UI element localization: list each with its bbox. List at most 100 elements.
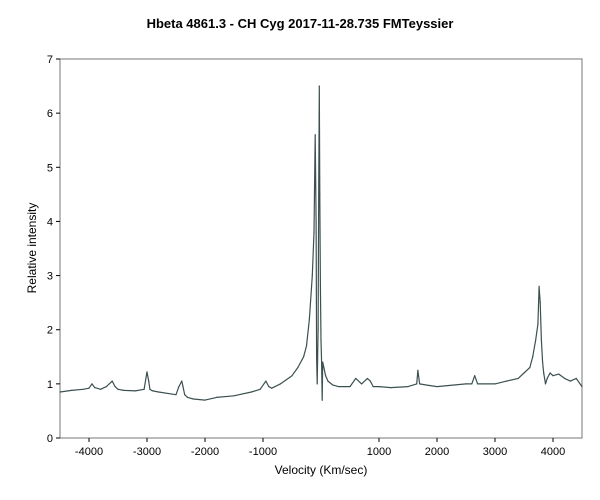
- data-point: [327, 380, 329, 382]
- data-point: [564, 377, 566, 380]
- data-point: [158, 391, 160, 393]
- data-point: [305, 345, 308, 347]
- data-point: [233, 395, 235, 397]
- data-point: [114, 385, 116, 388]
- data-point: [417, 369, 419, 371]
- data-point: [319, 193, 321, 195]
- data-point: [91, 383, 93, 385]
- data-point: [105, 385, 107, 388]
- y-tick-label: 3: [47, 271, 53, 283]
- data-point: [123, 389, 125, 391]
- data-point: [181, 380, 183, 382]
- data-point: [546, 377, 548, 380]
- data-point: [424, 384, 426, 386]
- y-tick-label: 0: [47, 433, 53, 445]
- data-point: [151, 389, 153, 391]
- data-point: [390, 387, 392, 389]
- data-point: [143, 388, 145, 390]
- y-axis: 0 1 2 3 4 5 6 7: [47, 54, 60, 445]
- data-point: [149, 388, 151, 390]
- data-point: [187, 396, 189, 398]
- data-point: [549, 372, 551, 374]
- data-point: [581, 385, 583, 388]
- data-point: [506, 380, 508, 382]
- data-point: [250, 391, 252, 393]
- data-point: [332, 384, 334, 386]
- data-point: [88, 387, 90, 389]
- data-point: [558, 373, 560, 375]
- data-point: [538, 285, 540, 287]
- data-point: [369, 380, 371, 382]
- data-point: [494, 383, 496, 385]
- chart-title: Hbeta 4861.3 - CH Cyg 2017-11-28.735 FMT…: [147, 16, 454, 31]
- data-point: [552, 375, 554, 377]
- data-point: [322, 361, 324, 363]
- data-point: [532, 356, 534, 358]
- data-point: [323, 367, 325, 369]
- data-point: [471, 383, 473, 385]
- data-point: [416, 383, 418, 385]
- data-point: [543, 372, 545, 374]
- data-point: [321, 399, 323, 401]
- data-point: [303, 356, 305, 358]
- y-tick-label: 5: [47, 162, 53, 174]
- data-point: [529, 367, 531, 369]
- data-point: [315, 220, 317, 223]
- data-point: [111, 380, 113, 382]
- x-tick-label: -1000: [249, 446, 277, 458]
- data-point: [540, 339, 543, 342]
- x-axis: -4000 -3000 -2000 -1000 1000 2000 3000 4000: [75, 438, 565, 458]
- data-point: [372, 385, 374, 388]
- data-point: [117, 388, 119, 390]
- data-point: [204, 399, 206, 401]
- data-point: [318, 85, 320, 87]
- data-point: [259, 388, 261, 390]
- data-point: [535, 339, 537, 342]
- data-point: [569, 380, 572, 382]
- data-point: [537, 323, 539, 325]
- data-point: [134, 390, 136, 392]
- data-point: [184, 394, 186, 396]
- x-tick-label: 2000: [425, 446, 449, 458]
- data-point: [314, 134, 316, 136]
- data-point: [94, 387, 96, 389]
- data-point: [378, 385, 380, 388]
- x-tick-label: 3000: [483, 446, 507, 458]
- y-tick-label: 1: [47, 379, 53, 391]
- data-point: [311, 274, 313, 277]
- data-point: [71, 389, 73, 391]
- x-tick-label: -2000: [191, 446, 219, 458]
- plot-frame: [59, 58, 583, 439]
- data-point: [268, 385, 270, 388]
- data-point: [517, 377, 519, 380]
- data-point: [325, 375, 327, 377]
- data-point: [320, 339, 322, 342]
- data-point: [297, 367, 299, 369]
- y-tick-label: 6: [47, 108, 53, 120]
- data-point: [315, 302, 317, 304]
- data-point: [175, 394, 177, 396]
- data-point: [59, 391, 61, 393]
- data-point: [192, 398, 194, 400]
- x-tick-label: -4000: [75, 446, 103, 458]
- data-point: [317, 329, 319, 331]
- data-point: [419, 383, 421, 385]
- data-point: [337, 385, 339, 388]
- series-points: [59, 85, 583, 401]
- data-point: [575, 377, 577, 380]
- data-point: [349, 385, 351, 388]
- data-point: [182, 385, 184, 388]
- y-tick-label: 4: [47, 216, 53, 228]
- data-point: [477, 383, 479, 385]
- data-point: [544, 383, 547, 385]
- data-point: [178, 385, 180, 388]
- data-point: [436, 385, 438, 388]
- data-point: [407, 385, 409, 388]
- data-point: [148, 380, 150, 382]
- data-point: [152, 390, 154, 392]
- data-point: [271, 387, 273, 389]
- data-point: [355, 377, 357, 380]
- y-tick-label: 7: [47, 54, 53, 66]
- data-point: [100, 388, 102, 390]
